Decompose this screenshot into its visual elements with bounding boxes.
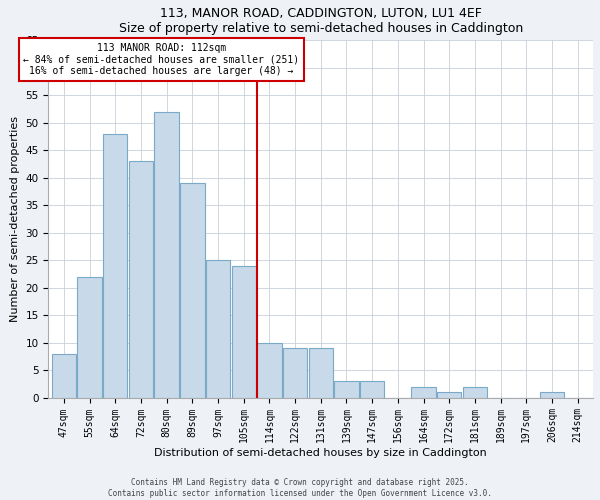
Bar: [206, 260, 230, 398]
Bar: [283, 348, 307, 398]
Bar: [77, 276, 102, 398]
Bar: [154, 112, 179, 398]
Bar: [180, 183, 205, 398]
Text: 113 MANOR ROAD: 112sqm
← 84% of semi-detached houses are smaller (251)
16% of se: 113 MANOR ROAD: 112sqm ← 84% of semi-det…: [23, 43, 299, 76]
Bar: [334, 381, 359, 398]
X-axis label: Distribution of semi-detached houses by size in Caddington: Distribution of semi-detached houses by …: [154, 448, 487, 458]
Bar: [129, 161, 153, 398]
Bar: [437, 392, 461, 398]
Title: 113, MANOR ROAD, CADDINGTON, LUTON, LU1 4EF
Size of property relative to semi-de: 113, MANOR ROAD, CADDINGTON, LUTON, LU1 …: [119, 7, 523, 35]
Bar: [257, 342, 281, 398]
Text: Contains HM Land Registry data © Crown copyright and database right 2025.
Contai: Contains HM Land Registry data © Crown c…: [108, 478, 492, 498]
Bar: [52, 354, 76, 398]
Bar: [540, 392, 564, 398]
Bar: [232, 266, 256, 398]
Bar: [463, 386, 487, 398]
Bar: [360, 381, 385, 398]
Bar: [103, 134, 127, 398]
Y-axis label: Number of semi-detached properties: Number of semi-detached properties: [10, 116, 20, 322]
Bar: [412, 386, 436, 398]
Bar: [308, 348, 333, 398]
